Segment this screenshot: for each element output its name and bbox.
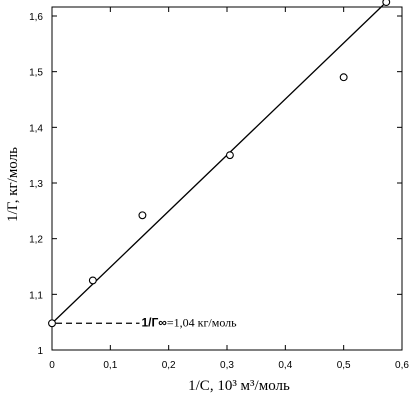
data-point <box>339 73 348 82</box>
fit-line <box>51 1 387 324</box>
axes <box>51 6 403 351</box>
y-axis-label: 1/Г, кг/моль <box>5 147 21 222</box>
x-tick-label: 0,6 <box>395 360 409 371</box>
x-tick-label: 0,4 <box>278 360 292 371</box>
y-tick-label: 1,4 <box>29 123 43 134</box>
x-tick-label: 0,5 <box>337 360 351 371</box>
x-tick-label: 0,1 <box>103 360 117 371</box>
annotation-group: 1/Г∞=1,04 кг/моль <box>56 315 237 329</box>
data-point <box>225 151 234 160</box>
plot-frame <box>51 6 403 351</box>
data-point <box>88 276 97 285</box>
y-tick-label: 1,6 <box>29 12 43 23</box>
x-axis-label: 1/С, 10³ м³/моль <box>188 378 290 394</box>
fit-line-group <box>51 1 387 324</box>
data-point <box>138 211 147 220</box>
y-tick-label: 1,3 <box>29 179 43 190</box>
y-tick-label: 1 <box>37 346 43 357</box>
x-tick-label: 0,2 <box>162 360 176 371</box>
data-point <box>382 0 391 7</box>
data-point <box>48 319 56 328</box>
x-tick-label: 0 <box>49 360 55 371</box>
annotation-tail-text: =1,04 кг/моль <box>167 315 237 329</box>
y-tick-label: 1,2 <box>29 235 43 246</box>
data-points-group <box>48 0 391 328</box>
y-tick-label: 1,5 <box>29 68 43 79</box>
annotation-label: 1/Г∞=1,04 кг/моль <box>142 315 238 329</box>
annotation-lead-text: 1/Г∞ <box>142 315 167 329</box>
x-tick-label: 0,3 <box>220 360 234 371</box>
tick-labels: 0 0,1 0,2 0,3 0,4 0,5 0,6 1 1,1 1,2 1,3 1,4 1,5 1,6 <box>29 12 409 371</box>
y-tick-label: 1,1 <box>29 290 43 301</box>
